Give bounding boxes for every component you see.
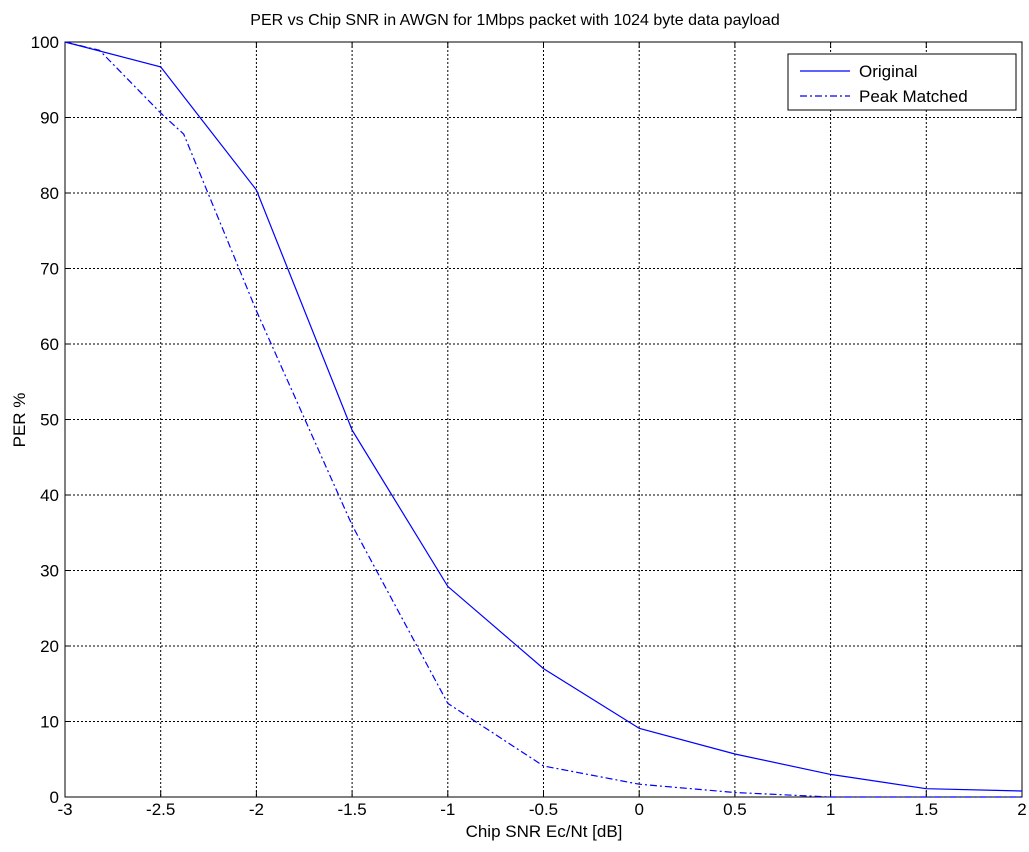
x-tick-label: -2: [249, 800, 264, 819]
y-tick-label: 0: [50, 788, 59, 807]
x-axis-label: Chip SNR Ec/Nt [dB]: [466, 822, 623, 841]
x-tick-label: 0: [634, 800, 643, 819]
y-tick-label: 100: [31, 33, 59, 52]
y-tick-label: 60: [40, 335, 59, 354]
series-lines: [64, 41, 1023, 798]
x-tick-label: -3: [57, 800, 72, 819]
axis-ticks: -3 -2.5 -2 -1.5 -1 -0.5 0 0.5 1 1.5 20102030405060…: [31, 33, 1027, 819]
series-line-peak-matched: [64, 41, 1022, 798]
legend-label-original: Original: [859, 62, 918, 81]
y-tick-label: 10: [40, 713, 59, 732]
series-line-original: [64, 41, 1023, 792]
x-tick-label: 2: [1017, 800, 1026, 819]
y-tick-label: 30: [40, 562, 59, 581]
y-tick-label: 50: [40, 411, 59, 430]
chart-title: PER vs Chip SNR in AWGN for 1Mbps packet…: [250, 12, 779, 29]
grid: [65, 42, 1022, 797]
y-tick-label: 80: [40, 184, 59, 203]
x-tick-label: 1: [826, 800, 835, 819]
x-tick-label: 0.5: [723, 800, 747, 819]
x-tick-label: 1.5: [914, 800, 938, 819]
y-axis-label: PER %: [10, 393, 29, 448]
x-tick-label: -0.5: [529, 800, 558, 819]
x-tick-label: -1.5: [337, 800, 366, 819]
x-tick-label: -1: [440, 800, 455, 819]
x-tick-label: -2.5: [146, 800, 175, 819]
y-tick-label: 40: [40, 486, 59, 505]
legend-box: [787, 53, 1017, 111]
y-tick-label: 70: [40, 260, 59, 279]
y-tick-label: 90: [40, 109, 59, 128]
legend-label-peak-matched: Peak Matched: [859, 87, 968, 106]
y-tick-label: 20: [40, 637, 59, 656]
legend: Original Peak Matched: [787, 53, 1017, 111]
